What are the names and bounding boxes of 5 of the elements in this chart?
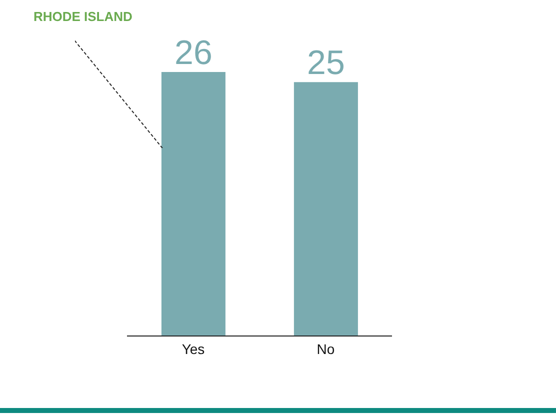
data-label: 26 [174, 34, 212, 72]
x-tick-label: No [316, 340, 335, 357]
x-tick-label: Yes [182, 340, 205, 357]
data-label: 25 [307, 44, 345, 82]
text: RHODE ISLAND [33, 9, 132, 24]
